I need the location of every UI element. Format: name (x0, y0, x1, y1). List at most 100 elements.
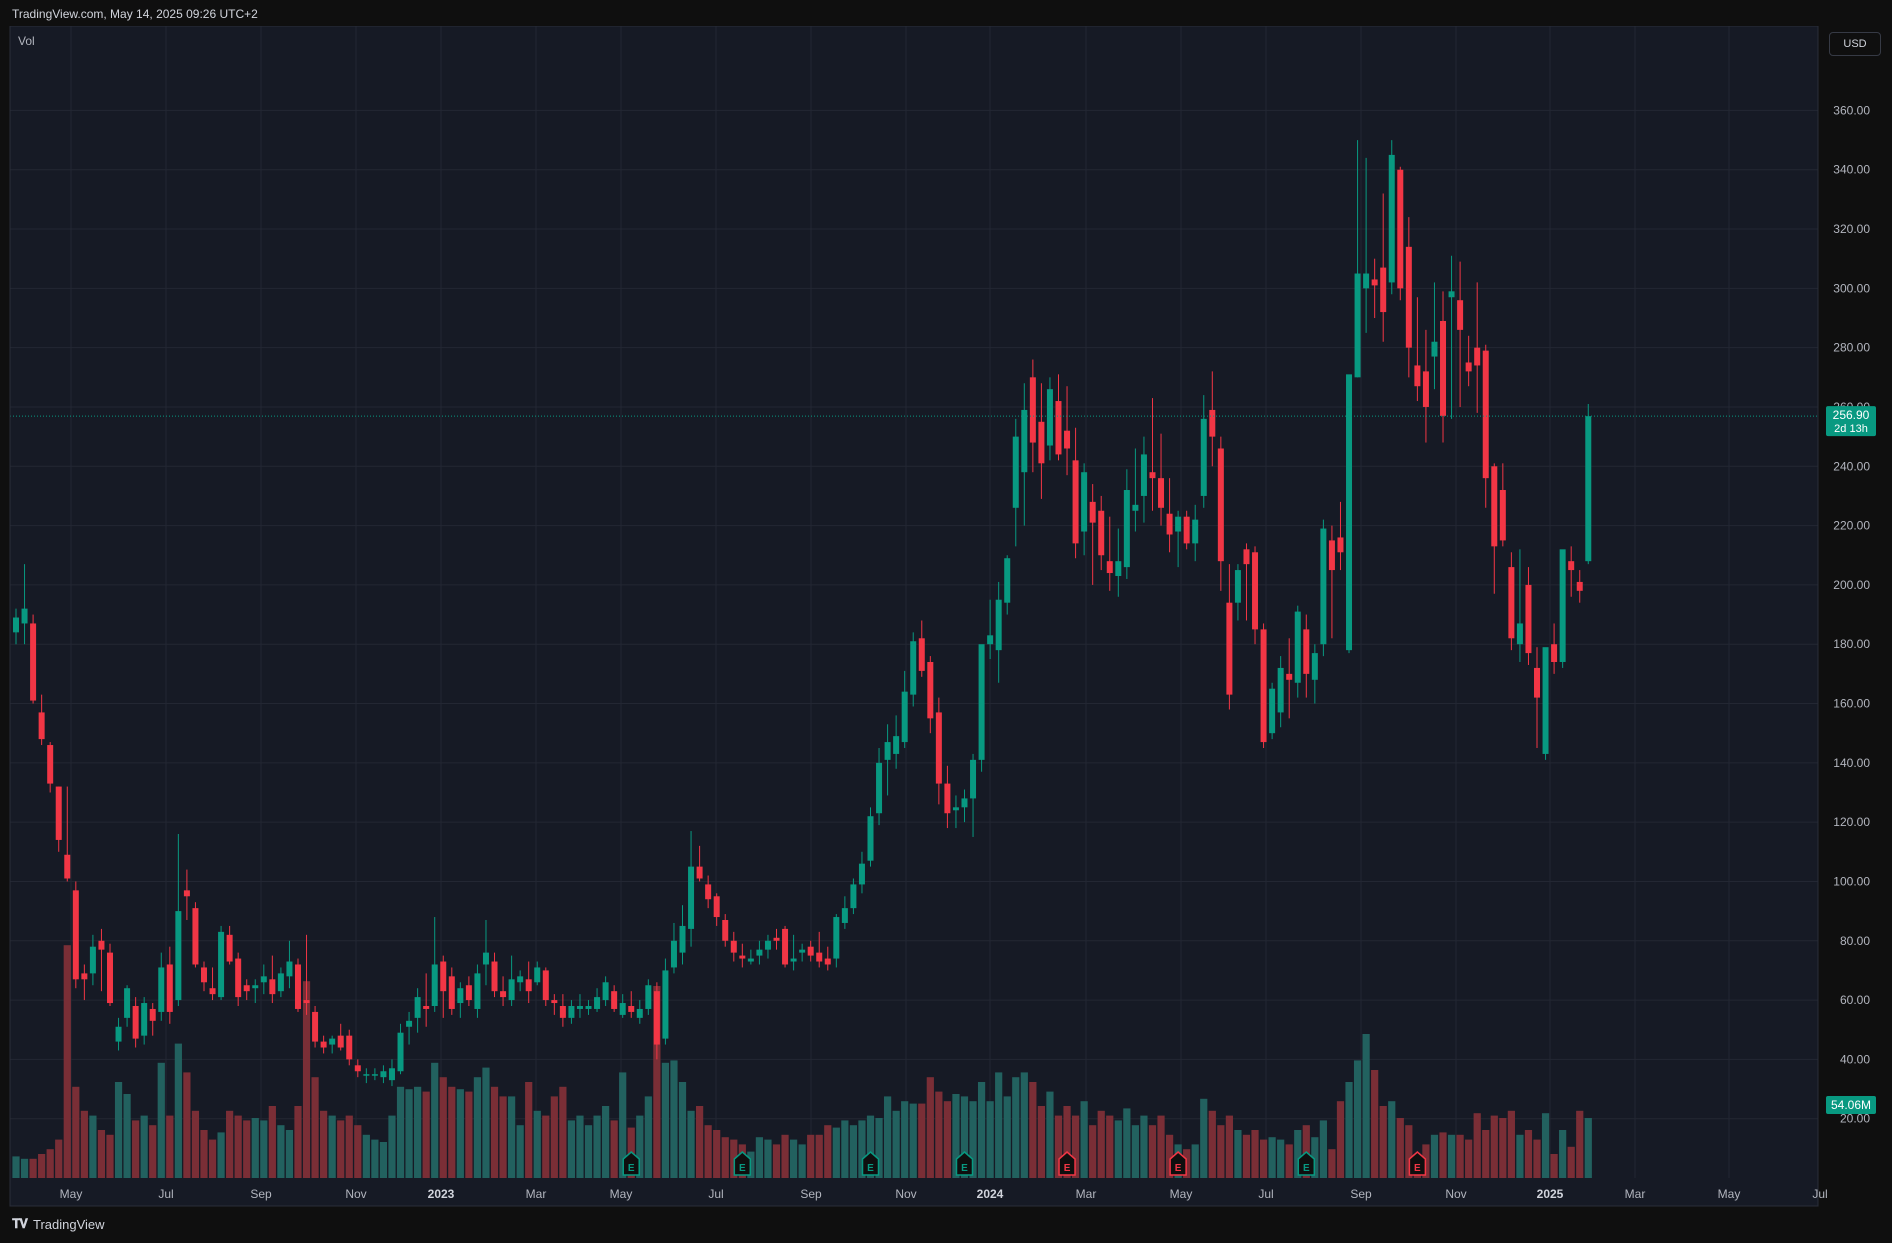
tradingview-logo[interactable]: 𝐓𝐕 TradingView (12, 1216, 105, 1232)
candle-body (1175, 516, 1182, 532)
candle-body (1252, 552, 1259, 630)
volume-bar (1285, 1144, 1293, 1178)
pane-border (9, 25, 1819, 1207)
candle-body (21, 608, 28, 624)
candle-body (688, 866, 695, 929)
svg-text:E: E (1303, 1163, 1310, 1174)
price-tick-label: 20.00 (1840, 1112, 1870, 1126)
candle-body (243, 985, 250, 992)
volume-bar (20, 1158, 29, 1178)
footer-bar (0, 1208, 1892, 1243)
candle-body (824, 958, 831, 965)
volume-bar (1020, 1072, 1028, 1178)
candle-body (465, 985, 472, 1001)
volume-bar (174, 1043, 182, 1178)
candle-body (209, 988, 216, 995)
volume-bar (191, 1110, 200, 1178)
candle-body (1089, 501, 1096, 523)
volume-bar (542, 1115, 550, 1178)
candle-body (1243, 549, 1250, 565)
volume-bar (1524, 1130, 1533, 1178)
time-tick-label: Sep (800, 1187, 822, 1201)
candle-body (534, 967, 541, 983)
candle-body (98, 940, 105, 950)
candle-body (1534, 667, 1541, 698)
volume-bar (721, 1137, 729, 1178)
candle-body (1303, 629, 1310, 674)
candle-body (1482, 350, 1489, 479)
svg-text:E: E (867, 1163, 874, 1174)
candle-body (705, 884, 712, 900)
candle-body (1422, 371, 1429, 407)
svg-text:E: E (1414, 1163, 1421, 1174)
price-tick-label: 200.00 (1833, 578, 1870, 592)
volume-bar (644, 1096, 652, 1178)
volume-bar (371, 1139, 379, 1178)
volume-bar (97, 1130, 106, 1178)
candle-body (192, 908, 199, 965)
candle-body (286, 961, 293, 977)
volume-bar (533, 1110, 541, 1178)
volume-bar (89, 1115, 97, 1178)
candle-body (1192, 519, 1199, 544)
volume-bar (302, 981, 311, 1178)
currency-button[interactable]: USD (1829, 32, 1881, 56)
volume-bar (1447, 1134, 1456, 1178)
volume-bar (661, 1062, 670, 1178)
volume-bar (610, 1120, 618, 1178)
volume-bar (952, 1094, 960, 1178)
price-tick-label: 360.00 (1833, 103, 1870, 117)
candle-body (1234, 570, 1241, 603)
last-volume-value: 54.06M (1831, 1098, 1871, 1112)
candle-body (833, 917, 840, 959)
volume-bar (1388, 1101, 1396, 1178)
volume-bar (149, 1125, 157, 1178)
candle-body (1448, 291, 1455, 298)
svg-text:E: E (628, 1163, 635, 1174)
volume-bar (883, 1096, 892, 1178)
candle-body (910, 641, 917, 695)
earnings-marker-icon: E (1297, 1151, 1316, 1176)
time-tick-label: Sep (250, 1187, 272, 1201)
candle-body (183, 890, 190, 897)
volume-bar (1242, 1134, 1251, 1178)
candle-body (1286, 673, 1293, 680)
volume-bar (704, 1125, 712, 1178)
volume-bar (1080, 1101, 1088, 1178)
volume-bar (114, 1082, 123, 1178)
candle-body (132, 1006, 139, 1039)
volume-bar (995, 1072, 1003, 1178)
chart-pane (10, 26, 1818, 1206)
volume-bar (1046, 1091, 1054, 1178)
time-tick-label: Jul (708, 1187, 723, 1201)
candle-body (1106, 561, 1113, 574)
volume-bar (1336, 1101, 1345, 1178)
candle-body (1021, 409, 1028, 473)
volume-bar (1567, 1146, 1575, 1178)
volume-bar (909, 1103, 917, 1178)
volume-bar (696, 1106, 704, 1178)
candle-body (1200, 418, 1207, 496)
price-tick-label: 80.00 (1840, 934, 1870, 948)
candle-body (995, 599, 1002, 651)
volume-bar (1208, 1110, 1216, 1178)
candle-body (1158, 478, 1165, 508)
candle-body (380, 1071, 387, 1078)
volume-bar (1029, 1082, 1037, 1178)
candle-body (790, 958, 797, 962)
volume-bar (1217, 1125, 1225, 1178)
candle-body (1277, 667, 1284, 713)
candle-body (491, 961, 498, 992)
time-tick-label: 2023 (428, 1187, 455, 1201)
candle-body (1038, 421, 1045, 464)
volume-bar (525, 1082, 533, 1178)
volume-bar (1131, 1125, 1139, 1178)
candle-body (1397, 169, 1404, 289)
tradingview-logo-icon: 𝐓𝐕 (12, 1216, 28, 1231)
time-tick-label: Sep (1350, 1187, 1372, 1201)
candle-body (987, 635, 994, 645)
candle-body (346, 1035, 353, 1060)
candle-body (1491, 466, 1498, 547)
candle-body (1115, 561, 1122, 577)
